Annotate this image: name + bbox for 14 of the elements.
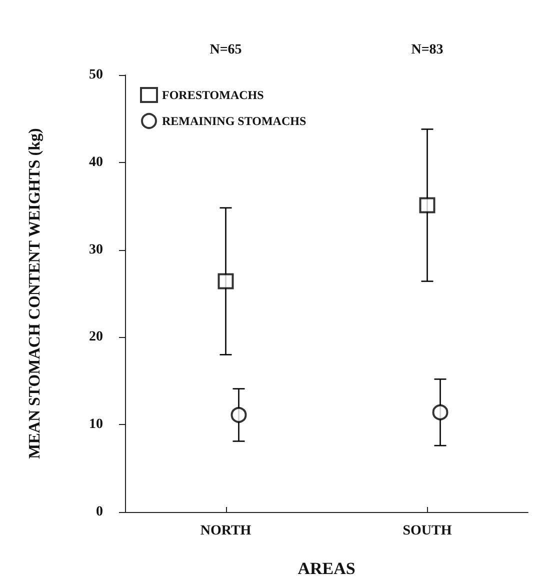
text: N=83: [411, 42, 444, 58]
legend-label: REMAINING STOMACHS: [162, 114, 306, 128]
x-axis-title: AREAS: [298, 559, 356, 578]
y-tick-label: 10: [89, 417, 103, 432]
y-tick-label: 0: [96, 504, 103, 520]
legend-label: FORESTOMACHS: [162, 88, 264, 102]
y-tick-label: 30: [89, 242, 103, 258]
x-tick-label: SOUTH: [402, 524, 452, 538]
y-tick-label: 50: [89, 68, 103, 82]
x-tick-label: NORTH: [200, 524, 252, 538]
y-axis-title: MEAN STOMACH CONTENT WEIGHTS (kg): [26, 128, 44, 459]
text: N=65: [210, 42, 242, 58]
y-tick-label: 20: [89, 330, 103, 345]
y-tick-label: 40: [89, 154, 103, 170]
